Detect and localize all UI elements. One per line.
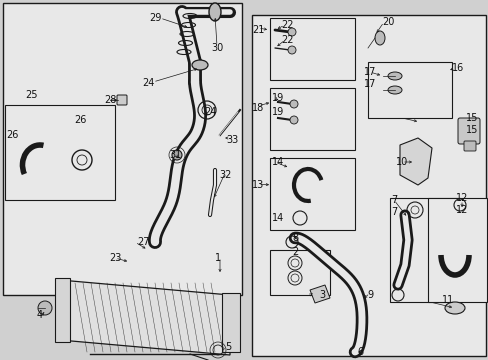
Text: 4: 4 [37,310,43,320]
Text: 26: 26 [6,130,18,140]
Bar [3,3,242,295]
Text: 12: 12 [455,193,467,203]
Text: 14: 14 [271,213,284,223]
Text: 29: 29 [148,13,161,23]
Ellipse shape [444,302,464,314]
Text: 9: 9 [366,290,372,300]
Circle shape [172,150,182,160]
Bar [389,198,459,302]
Text: 24: 24 [203,107,216,117]
Bar [269,250,329,295]
Circle shape [289,116,297,124]
Text: 7: 7 [390,195,396,205]
Text: 25: 25 [26,90,38,100]
Text: 19: 19 [271,93,284,103]
Text: 21: 21 [251,25,264,35]
Text: 28: 28 [103,95,116,105]
Text: 22: 22 [281,35,294,45]
Polygon shape [60,280,229,355]
Text: 14: 14 [271,157,284,167]
Bar [269,158,354,230]
Text: 11: 11 [441,295,453,305]
Text: 26: 26 [74,115,86,125]
Text: 16: 16 [451,63,463,73]
Ellipse shape [387,86,401,94]
Bar [251,15,485,356]
Polygon shape [309,285,329,303]
Text: 13: 13 [251,180,264,190]
Polygon shape [55,278,70,342]
Text: 7: 7 [390,207,396,217]
Circle shape [289,100,297,108]
Text: 12: 12 [455,205,467,215]
Text: 22: 22 [281,20,294,30]
Text: 18: 18 [251,103,264,113]
Text: 27: 27 [137,237,149,247]
Text: 3: 3 [318,290,325,300]
Ellipse shape [374,31,384,45]
Text: 15: 15 [465,113,477,123]
Bar [269,88,354,150]
Circle shape [287,46,295,54]
Text: 6: 6 [356,347,362,357]
Text: 17: 17 [363,79,375,89]
Circle shape [38,301,52,315]
Ellipse shape [208,3,221,21]
Polygon shape [222,293,240,352]
Bar [5,105,115,200]
Bar [269,18,354,80]
Text: 31: 31 [168,150,181,160]
Ellipse shape [387,72,401,80]
Circle shape [287,28,295,36]
FancyBboxPatch shape [463,141,475,151]
FancyBboxPatch shape [457,118,479,144]
Text: 8: 8 [291,233,298,243]
Ellipse shape [192,60,207,70]
Polygon shape [399,138,431,185]
Bar [367,62,451,118]
FancyBboxPatch shape [117,95,127,105]
Bar [427,198,486,302]
Text: 23: 23 [109,253,121,263]
Text: 17: 17 [363,67,375,77]
Text: 19: 19 [271,107,284,117]
Text: 15: 15 [465,125,477,135]
Text: 10: 10 [395,157,407,167]
Text: 1: 1 [215,253,221,263]
Text: 20: 20 [381,17,393,27]
Text: 24: 24 [142,78,154,88]
Text: 32: 32 [218,170,231,180]
Text: 5: 5 [224,342,231,352]
Text: 30: 30 [210,43,223,53]
Text: 33: 33 [225,135,238,145]
Text: 2: 2 [291,247,298,257]
